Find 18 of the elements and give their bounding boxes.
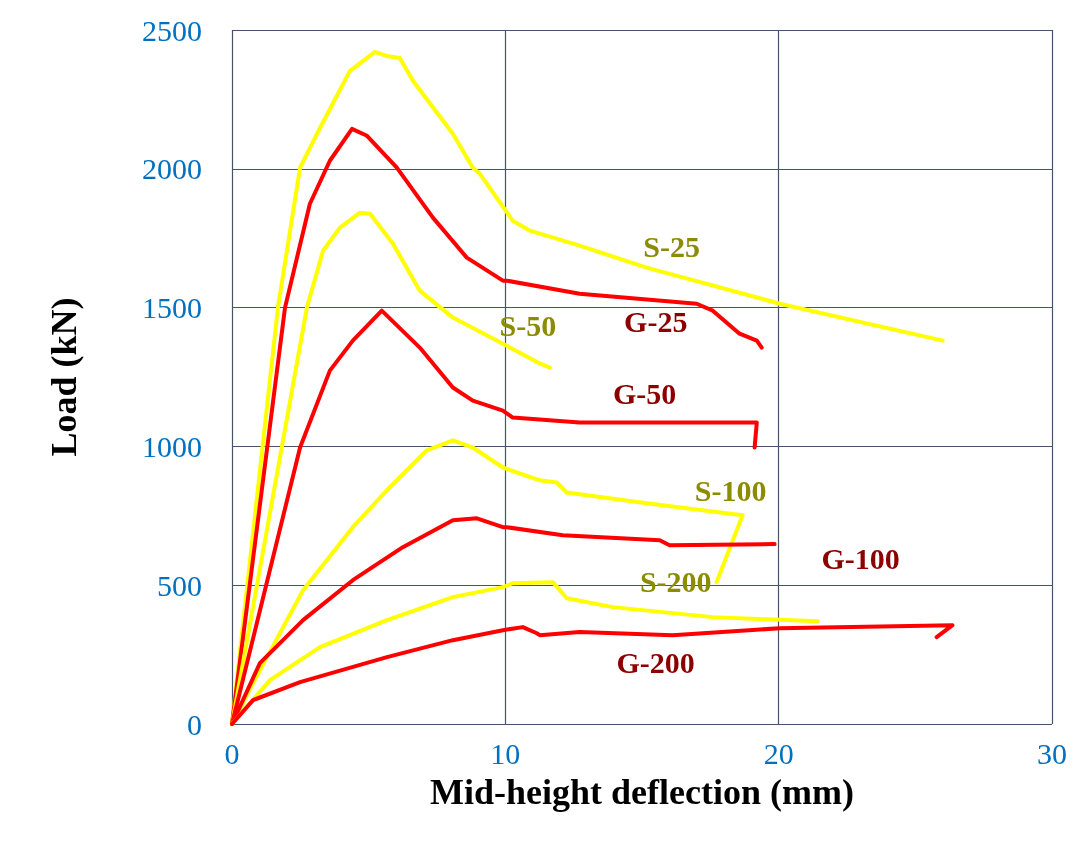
series-label: G-25 bbox=[624, 305, 688, 339]
y-tick-label: 1500 bbox=[142, 291, 202, 325]
x-axis-title: Mid-height deflection (mm) bbox=[430, 772, 854, 812]
series-label: S-100 bbox=[694, 473, 767, 507]
x-tick-label: 0 bbox=[224, 736, 240, 770]
x-tick-label: 10 bbox=[490, 736, 521, 770]
y-tick-label: 1000 bbox=[142, 429, 202, 463]
y-tick-label: 2500 bbox=[142, 13, 202, 47]
y-tick-label: 0 bbox=[187, 707, 202, 741]
x-tick-label: 30 bbox=[1037, 736, 1067, 770]
series-label: G-100 bbox=[821, 541, 900, 575]
y-tick-label: 500 bbox=[157, 568, 202, 602]
x-tick-label: 20 bbox=[763, 736, 794, 770]
y-axis-title: Load (kN) bbox=[44, 297, 84, 457]
series-label: G-200 bbox=[616, 645, 695, 679]
y-tick-label: 2000 bbox=[142, 152, 202, 186]
series-label: S-25 bbox=[643, 230, 701, 264]
series-label: G-50 bbox=[612, 377, 677, 411]
